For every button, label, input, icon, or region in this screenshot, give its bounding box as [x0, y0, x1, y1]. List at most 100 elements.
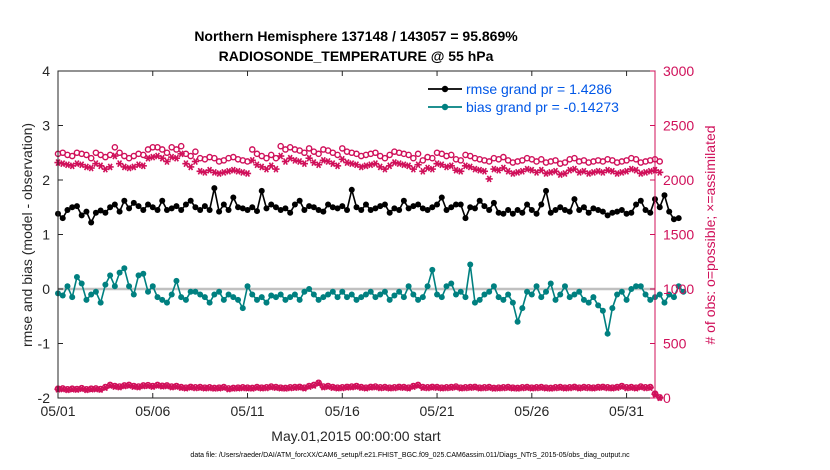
data-point-assimilated	[362, 384, 370, 392]
data-point-assimilated	[149, 153, 157, 161]
data-point	[609, 209, 616, 216]
y-left-tick-label: 2	[42, 172, 50, 188]
data-point-assimilated	[134, 383, 143, 391]
data-point-possible	[263, 154, 270, 162]
data-point	[197, 291, 204, 298]
data-point	[666, 291, 673, 298]
data-point-assimilated	[319, 156, 327, 164]
data-point-possible	[405, 151, 412, 159]
data-point-assimilated	[566, 166, 574, 174]
data-point-assimilated	[267, 162, 275, 170]
data-point	[178, 294, 185, 301]
data-point	[434, 291, 441, 298]
data-point-assimilated	[632, 166, 640, 174]
data-point-possible	[106, 151, 114, 159]
data-point-assimilated	[390, 159, 399, 167]
data-point	[661, 192, 668, 199]
data-point	[296, 197, 303, 204]
y-right-tick-label: 0	[663, 390, 671, 406]
data-point	[519, 305, 526, 312]
data-point	[211, 185, 218, 192]
data-point	[509, 299, 516, 306]
data-point-assimilated	[272, 165, 280, 173]
data-point-assimilated	[210, 168, 218, 176]
data-point	[206, 206, 213, 213]
data-point	[306, 286, 313, 292]
data-point-assimilated	[561, 169, 569, 177]
legend-box	[422, 78, 650, 116]
legend-bias-label: bias grand pr = -0.14273	[466, 99, 619, 115]
data-point-assimilated	[348, 160, 356, 168]
data-point	[434, 201, 441, 208]
data-point	[78, 212, 85, 219]
data-point	[557, 204, 564, 211]
data-point	[528, 206, 535, 213]
data-point-assimilated	[395, 160, 403, 168]
data-point	[576, 288, 583, 295]
data-point	[163, 206, 170, 213]
y-left-tick-label: 1	[42, 227, 50, 243]
x-tick-label: 05/21	[420, 403, 455, 419]
data-point-possible	[500, 153, 507, 161]
data-point-assimilated	[125, 164, 133, 172]
data-point-assimilated	[452, 166, 460, 174]
x-axis-label: May.01,2015 00:00:00 start	[271, 428, 441, 444]
data-point	[187, 288, 194, 295]
data-point-assimilated	[357, 163, 365, 171]
data-point	[149, 283, 156, 290]
data-point	[126, 283, 133, 290]
data-point	[97, 299, 104, 306]
data-point	[325, 201, 332, 208]
data-point	[73, 203, 80, 210]
data-point-assimilated	[333, 162, 342, 170]
data-point	[230, 294, 237, 301]
data-point	[391, 292, 398, 299]
data-point	[258, 294, 265, 301]
data-point-possible	[305, 145, 313, 152]
data-point	[476, 296, 483, 303]
data-point	[239, 305, 246, 312]
data-point-assimilated	[215, 169, 223, 177]
data-point	[201, 294, 208, 301]
data-point-possible	[173, 146, 180, 153]
data-point	[334, 294, 341, 301]
data-point-possible	[111, 143, 119, 151]
data-point	[126, 205, 133, 212]
data-point-assimilated	[585, 169, 593, 177]
data-point-assimilated	[386, 162, 394, 170]
data-point	[386, 209, 393, 216]
data-point-assimilated	[305, 383, 313, 391]
data-point	[453, 201, 459, 208]
data-point-assimilated	[637, 383, 645, 391]
data-point	[566, 208, 573, 215]
data-point-assimilated	[371, 383, 380, 391]
series-0	[55, 185, 682, 226]
data-point	[675, 283, 682, 290]
data-point-assimilated	[115, 160, 124, 168]
data-point	[367, 288, 374, 295]
x-tick-label: 05/26	[514, 403, 549, 419]
data-point-assimilated	[163, 382, 171, 390]
data-point-possible	[68, 152, 76, 160]
data-point-assimilated	[613, 384, 621, 392]
data-point-assimilated	[120, 163, 128, 171]
data-point	[173, 203, 180, 210]
data-point	[182, 201, 189, 208]
data-point-possible	[552, 157, 559, 164]
data-point	[410, 203, 417, 210]
data-point	[102, 209, 109, 216]
data-point	[254, 208, 260, 215]
data-point	[320, 294, 327, 301]
data-point	[178, 206, 185, 213]
y-axis-left-label: rmse and bias (model - observation)	[19, 123, 35, 347]
data-point-possible	[561, 159, 569, 166]
data-point	[400, 294, 407, 301]
data-point	[457, 201, 464, 208]
y-right-tick-label: 1500	[663, 227, 694, 243]
data-point	[192, 288, 199, 295]
data-point-assimilated	[262, 384, 271, 392]
data-point	[59, 292, 66, 299]
data-point-assimilated	[461, 162, 470, 170]
data-point	[192, 204, 199, 211]
data-point	[64, 283, 71, 290]
